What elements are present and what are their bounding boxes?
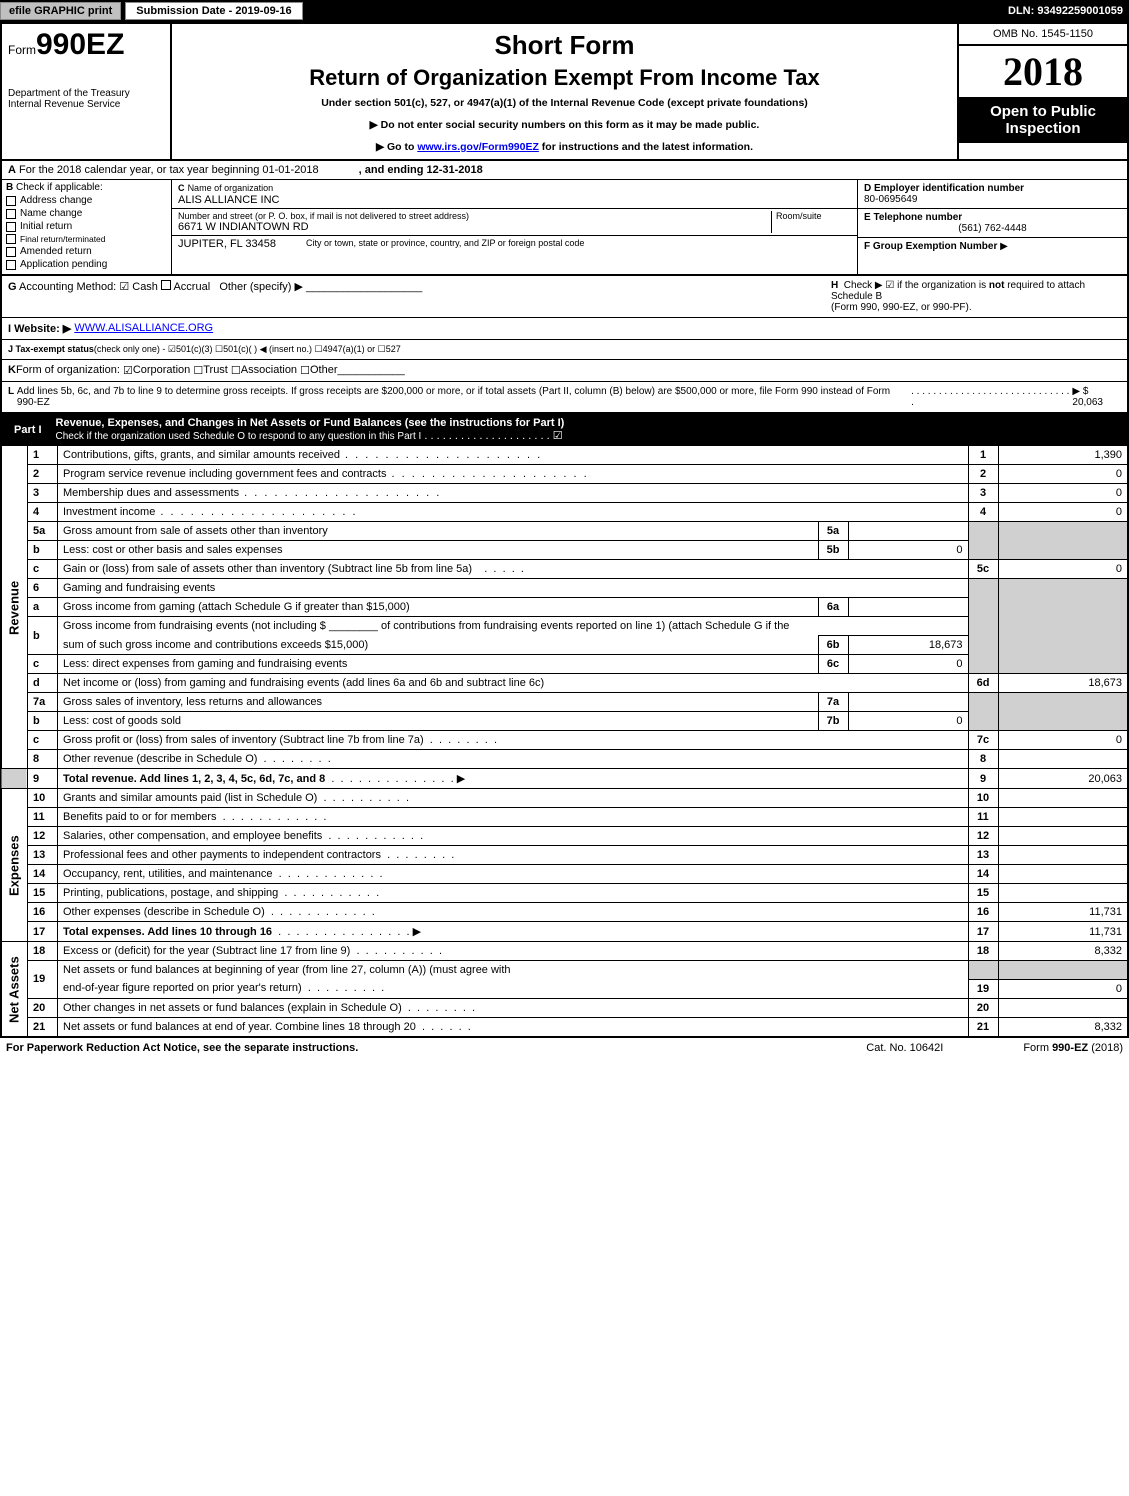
efile-print-button[interactable]: efile GRAPHIC print: [0, 2, 121, 20]
col-def: D Employer identification number 80-0695…: [857, 180, 1127, 274]
dept-label: Department of the Treasury: [8, 88, 164, 99]
row-i: I Website: ▶ WWW.ALISALLIANCE.ORG: [0, 318, 1129, 340]
org-name: ALIS ALLIANCE INC: [178, 194, 851, 206]
row-gh: G Accounting Method: ☑ Cash Accrual Othe…: [0, 276, 1129, 318]
short-form-title: Short Form: [180, 30, 949, 61]
return-title: Return of Organization Exempt From Incom…: [180, 65, 949, 91]
irs-link[interactable]: www.irs.gov/Form990EZ: [417, 141, 539, 153]
part-1-header: Part I Revenue, Expenses, and Changes in…: [0, 414, 1129, 445]
chk-address-change[interactable]: Address change: [6, 195, 167, 206]
irs-label: Internal Revenue Service: [8, 99, 164, 110]
section-bcdef: B Check if applicable: Address change Na…: [0, 180, 1129, 276]
telephone: (561) 762-4448: [864, 223, 1121, 234]
submission-date: Submission Date - 2019-09-16: [125, 2, 302, 20]
row-l: L Add lines 5b, 6c, and 7b to line 9 to …: [0, 382, 1129, 414]
side-revenue: Revenue: [1, 446, 28, 769]
page-footer: For Paperwork Reduction Act Notice, see …: [0, 1038, 1129, 1058]
ssn-warning: Do not enter social security numbers on …: [180, 119, 949, 131]
chk-application-pending[interactable]: Application pending: [6, 259, 167, 270]
org-city: JUPITER, FL 33458: [178, 238, 276, 250]
side-net-assets: Net Assets: [1, 942, 28, 1037]
room-suite: Room/suite: [771, 211, 851, 233]
ein: 80-0695649: [864, 194, 1121, 205]
dln-number: DLN: 93492259001059: [1008, 5, 1129, 17]
omb-number: OMB No. 1545-1150: [959, 24, 1127, 46]
lines-table: Revenue 1Contributions, gifts, grants, a…: [0, 445, 1129, 1038]
form-number: Form990EZ: [8, 28, 164, 62]
open-to-public: Open to PublicInspection: [959, 97, 1127, 143]
chk-amended-return[interactable]: Amended return: [6, 246, 167, 257]
website-link[interactable]: WWW.ALISALLIANCE.ORG: [74, 322, 213, 335]
tax-year: 2018: [959, 46, 1127, 97]
row-j: J Tax-exempt status (check only one) - ☑…: [0, 340, 1129, 360]
top-bar: efile GRAPHIC print Submission Date - 20…: [0, 0, 1129, 22]
under-section: Under section 501(c), 527, or 4947(a)(1)…: [180, 97, 949, 109]
form-header: Form990EZ Department of the Treasury Int…: [0, 22, 1129, 161]
row-k: K Form of organization: ☑ Corporation ☐ …: [0, 360, 1129, 382]
chk-name-change[interactable]: Name change: [6, 208, 167, 219]
chk-initial-return[interactable]: Initial return: [6, 221, 167, 232]
chk-final-return[interactable]: Final return/terminated: [6, 234, 167, 244]
col-b-checkboxes: B Check if applicable: Address change Na…: [2, 180, 172, 274]
goto-line: Go to www.irs.gov/Form990EZ for instruct…: [180, 141, 949, 153]
col-c-org-info: C Name of organization ALIS ALLIANCE INC…: [172, 180, 857, 274]
side-expenses: Expenses: [1, 789, 28, 942]
row-a: A For the 2018 calendar year, or tax yea…: [0, 161, 1129, 180]
org-address: 6671 W INDIANTOWN RD: [178, 221, 771, 233]
